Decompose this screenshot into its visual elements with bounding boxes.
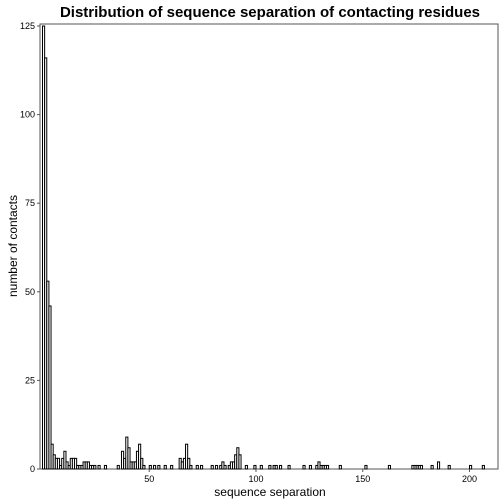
- histogram-bar: [481, 464, 485, 470]
- y-axis: 0 25 50 75 100 125: [20, 21, 40, 474]
- histogram-bar: [268, 464, 272, 470]
- histogram-bar: [97, 464, 101, 470]
- histogram-bar: [259, 464, 263, 470]
- histogram-bar: [44, 57, 48, 470]
- histogram-bar: [116, 464, 120, 470]
- histogram-bar: [469, 464, 473, 470]
- chart-title: Distribution of sequence separation of c…: [60, 4, 480, 21]
- plot-panel: [39, 23, 499, 470]
- histogram-bar: [244, 464, 248, 470]
- histogram-bar: [170, 464, 174, 470]
- histogram-bar: [189, 464, 193, 470]
- histogram-bar: [127, 447, 131, 470]
- histogram-bar: [163, 464, 167, 470]
- x-axis: 50 100 150 200: [144, 469, 477, 484]
- y-axis-label: number of contacts: [6, 195, 20, 297]
- histogram-bar: [153, 464, 157, 470]
- x-tick-label: 50: [144, 474, 154, 484]
- x-axis-label: sequence separation: [214, 485, 325, 499]
- y-tick-label: 75: [25, 198, 35, 208]
- histogram-bar: [447, 464, 451, 470]
- histogram-bar: [199, 464, 204, 470]
- histogram-bar: [103, 464, 108, 470]
- y-tick-label: 100: [20, 110, 35, 120]
- histogram-bar: [157, 464, 161, 470]
- x-tick-label: 150: [355, 474, 370, 484]
- histogram-bar: [138, 443, 142, 470]
- histogram-bar: [338, 464, 342, 470]
- histogram-bar: [74, 457, 78, 470]
- histogram-bar: [140, 457, 144, 470]
- histogram-bar: [274, 464, 278, 470]
- x-tick-label: 100: [248, 474, 263, 484]
- histogram-bar: [238, 454, 242, 470]
- histogram-bar: [278, 464, 283, 470]
- y-tick-label: 25: [25, 375, 35, 385]
- histogram-bar: [325, 464, 330, 470]
- histogram-bar: [56, 457, 61, 470]
- histogram-bar: [214, 464, 219, 470]
- histogram-bar: [419, 464, 424, 470]
- histogram-bar: [93, 464, 97, 470]
- bars-group: [42, 25, 485, 470]
- histogram-bar: [148, 464, 152, 470]
- histogram-bar: [287, 464, 291, 470]
- y-tick-label: 125: [20, 21, 35, 31]
- histogram-bar: [63, 450, 67, 470]
- histogram-bar: [185, 443, 189, 470]
- histogram-bar: [387, 464, 391, 470]
- y-tick-label: 50: [25, 287, 35, 297]
- x-tick-label: 200: [462, 474, 477, 484]
- histogram-bar: [195, 464, 199, 470]
- histogram-bar: [187, 457, 191, 470]
- histogram-bar: [223, 464, 227, 470]
- histogram-bar: [302, 464, 306, 470]
- histogram-bar: [253, 464, 257, 470]
- histogram-bar: [48, 305, 52, 470]
- histogram-bar: [436, 461, 441, 470]
- y-tick-label: 0: [30, 464, 35, 474]
- histogram-bar: [142, 464, 146, 470]
- histogram-bar: [430, 464, 434, 470]
- histogram-bar: [364, 464, 368, 470]
- histogram-bar: [210, 464, 214, 470]
- histogram-bar: [308, 464, 313, 470]
